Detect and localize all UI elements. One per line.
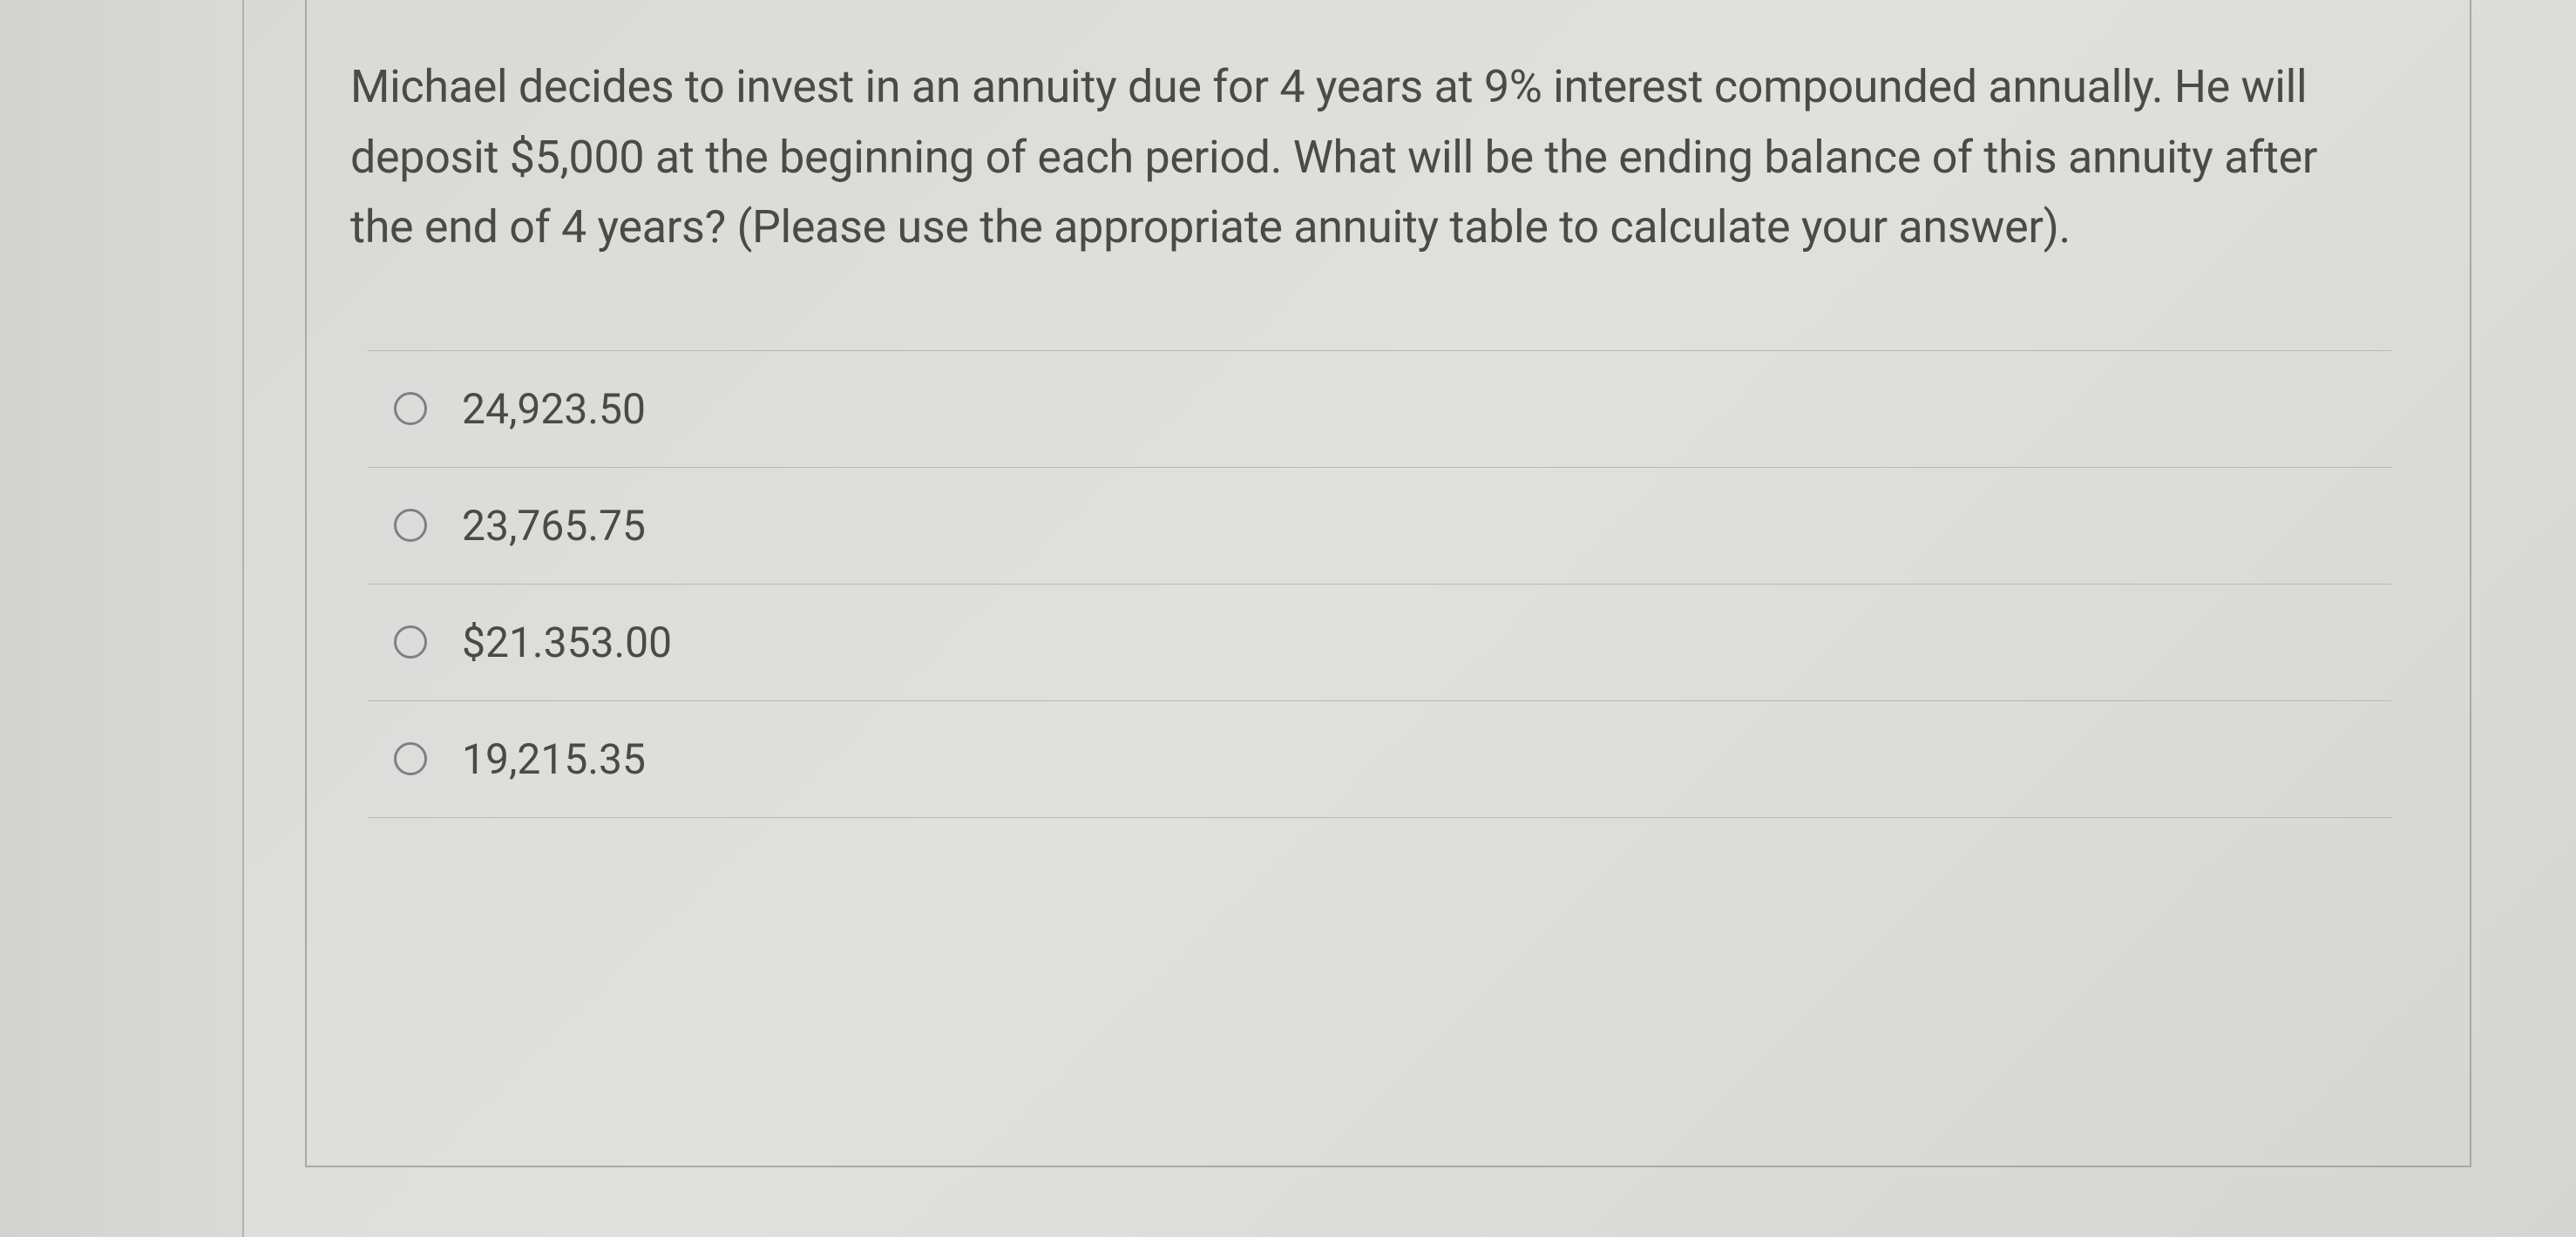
option-1[interactable]: 24,923.50 <box>368 350 2391 467</box>
left-margin <box>0 0 244 1237</box>
question-container: Michael decides to invest in an annuity … <box>305 0 2471 1167</box>
option-2-label: 23,765.75 <box>462 501 646 551</box>
option-3[interactable]: $21.353.00 <box>368 584 2391 700</box>
option-1-label: 24,923.50 <box>462 384 646 434</box>
radio-icon[interactable] <box>394 509 427 542</box>
option-4-label: 19,215.35 <box>462 734 646 784</box>
option-4[interactable]: 19,215.35 <box>368 700 2391 818</box>
radio-icon[interactable] <box>394 742 427 775</box>
radio-icon[interactable] <box>394 625 427 659</box>
option-2[interactable]: 23,765.75 <box>368 467 2391 584</box>
option-3-label: $21.353.00 <box>462 618 672 667</box>
question-text: Michael decides to invest in an annuity … <box>350 52 2391 263</box>
options-list: 24,923.50 23,765.75 $21.353.00 19,215.35 <box>368 350 2391 818</box>
radio-icon[interactable] <box>394 392 427 425</box>
